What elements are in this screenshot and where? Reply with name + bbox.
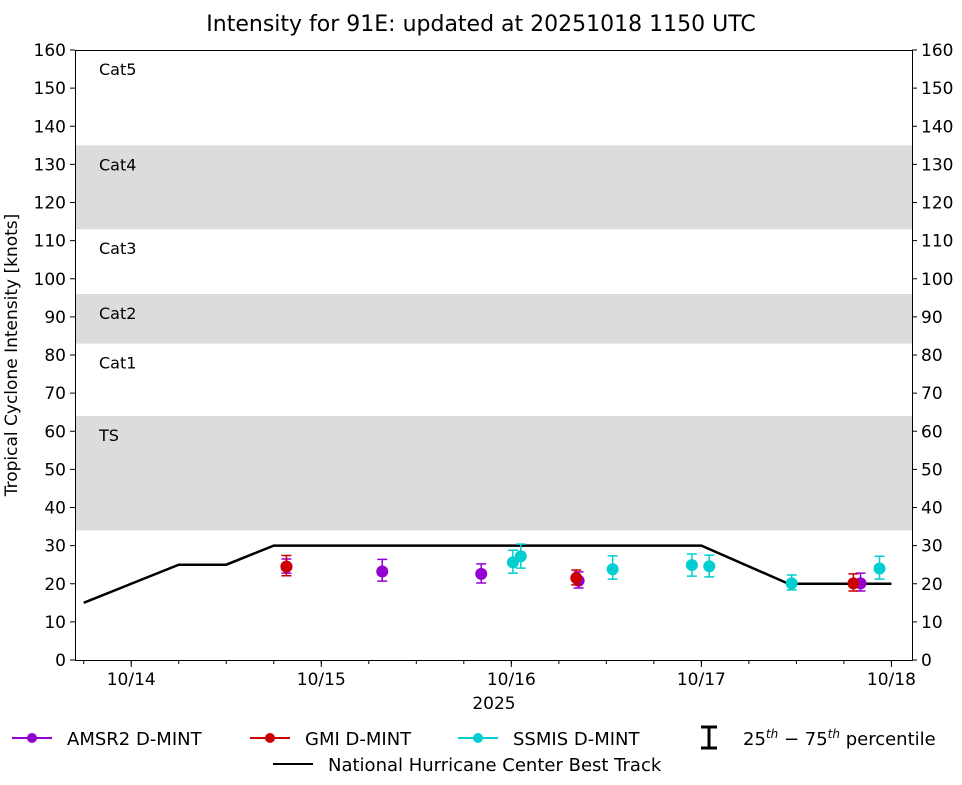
y-tick-label-left: 120 [34, 194, 66, 214]
y-tick-label-right: 40 [921, 499, 943, 519]
y-tick-label-right: 80 [921, 346, 943, 366]
y-tick-label-right: 20 [921, 575, 943, 595]
legend-label-ssmis: SSMIS D-MINT [513, 729, 640, 750]
legend-label-amsr2: AMSR2 D-MINT [67, 729, 203, 750]
point-marker [376, 565, 389, 578]
y-tick-label-right: 150 [921, 79, 953, 99]
point-marker [606, 563, 619, 576]
category-label: Cat3 [99, 239, 136, 258]
legend-marker-gmi [265, 733, 275, 743]
category-label: Cat5 [99, 60, 136, 79]
y-tick-label-left: 80 [44, 346, 66, 366]
data-point [570, 569, 583, 586]
category-band [75, 416, 912, 531]
data-point [280, 554, 293, 577]
x-tick-label: 10/17 [677, 670, 726, 690]
category-band [75, 294, 912, 344]
y-tick-label-right: 140 [921, 117, 953, 137]
point-marker [570, 572, 583, 585]
y-tick-label-left: 30 [44, 537, 66, 557]
legend-label-percentile: 25th − 75th percentile [743, 727, 936, 750]
y-tick-label-right: 70 [921, 384, 943, 404]
y-tick-label-left: 50 [44, 460, 66, 480]
y-tick-label-left: 20 [44, 575, 66, 595]
legend-item-ssmis: SSMIS D-MINT [458, 729, 640, 750]
data-point [873, 555, 886, 580]
category-label: Cat4 [99, 155, 136, 174]
legend-item-amsr2: AMSR2 D-MINT [12, 729, 203, 750]
legend-marker-amsr2 [27, 733, 37, 743]
y-tick-label-left: 60 [44, 422, 66, 442]
point-marker [703, 560, 716, 573]
data-point [514, 543, 527, 569]
x-tick-label: 10/14 [107, 670, 156, 690]
plot-marks [83, 543, 892, 604]
x-axis-label: 2025 [472, 694, 515, 714]
y-tick-label-right: 50 [921, 460, 943, 480]
category-label: Cat1 [99, 354, 136, 373]
legend: AMSR2 D-MINT GMI D-MINT SSMIS D-MINT 25t… [12, 725, 936, 776]
data-point [847, 573, 860, 592]
point-marker [873, 562, 886, 575]
plot-frame [75, 50, 913, 661]
legend-item-best-track: National Hurricane Center Best Track [273, 755, 662, 776]
y-tick-label-left: 130 [34, 155, 66, 175]
y-axis-label: Tropical Cyclone Intensity [knots] [2, 214, 22, 498]
y-tick-label-right: 120 [921, 194, 953, 214]
errorbar-icon [701, 725, 717, 750]
point-marker [785, 577, 798, 590]
data-point [376, 558, 389, 582]
point-marker [685, 559, 698, 572]
y-tick-label-right: 130 [921, 155, 953, 175]
x-tick-label: 10/18 [867, 670, 916, 690]
data-point [785, 574, 798, 591]
y-tick-label-left: 90 [44, 308, 66, 328]
y-tick-label-left: 140 [34, 117, 66, 137]
y-tick-label-right: 110 [921, 232, 953, 252]
chart-title: Intensity for 91E: updated at 20251018 1… [206, 12, 755, 37]
legend-item-gmi: GMI D-MINT [250, 729, 412, 750]
y-tick-label-right: 160 [921, 41, 953, 61]
y-tick-label-left: 100 [34, 270, 66, 290]
data-point [685, 553, 698, 577]
y-tick-label-left: 110 [34, 232, 66, 252]
point-marker [280, 560, 293, 573]
best-track-line [83, 544, 892, 604]
category-label: Cat2 [99, 304, 136, 323]
axes: 0 0 10 10 20 20 30 30 40 40 50 50 60 60 70 70 80 80 90 90 10… [34, 41, 954, 690]
y-tick-label-right: 10 [921, 613, 943, 633]
legend-label-gmi: GMI D-MINT [305, 729, 412, 750]
point-marker [847, 577, 860, 590]
x-tick-label: 10/15 [297, 670, 346, 690]
data-point [606, 555, 619, 580]
y-tick-label-left: 40 [44, 499, 66, 519]
legend-label-best-track: National Hurricane Center Best Track [328, 755, 662, 776]
category-band [75, 145, 912, 230]
point-marker [514, 550, 527, 563]
y-tick-label-right: 100 [921, 270, 953, 290]
y-tick-label-left: 10 [44, 613, 66, 633]
y-tick-label-left: 70 [44, 384, 66, 404]
y-tick-label-left: 150 [34, 79, 66, 99]
y-tick-label-right: 0 [921, 651, 932, 671]
category-bands: TS Cat1 Cat2 Cat3 Cat4 Cat5 [75, 60, 912, 531]
point-marker [475, 567, 488, 580]
category-label: TS [98, 426, 119, 445]
y-tick-label-left: 0 [55, 651, 66, 671]
legend-item-percentile: 25th − 75th percentile [701, 725, 936, 750]
data-point [703, 554, 716, 578]
x-tick-label: 10/16 [487, 670, 536, 690]
y-tick-label-right: 30 [921, 537, 943, 557]
y-tick-label-left: 160 [34, 41, 66, 61]
y-tick-label-right: 60 [921, 422, 943, 442]
data-point [475, 563, 488, 584]
legend-marker-ssmis [473, 733, 483, 743]
y-tick-label-right: 90 [921, 308, 943, 328]
